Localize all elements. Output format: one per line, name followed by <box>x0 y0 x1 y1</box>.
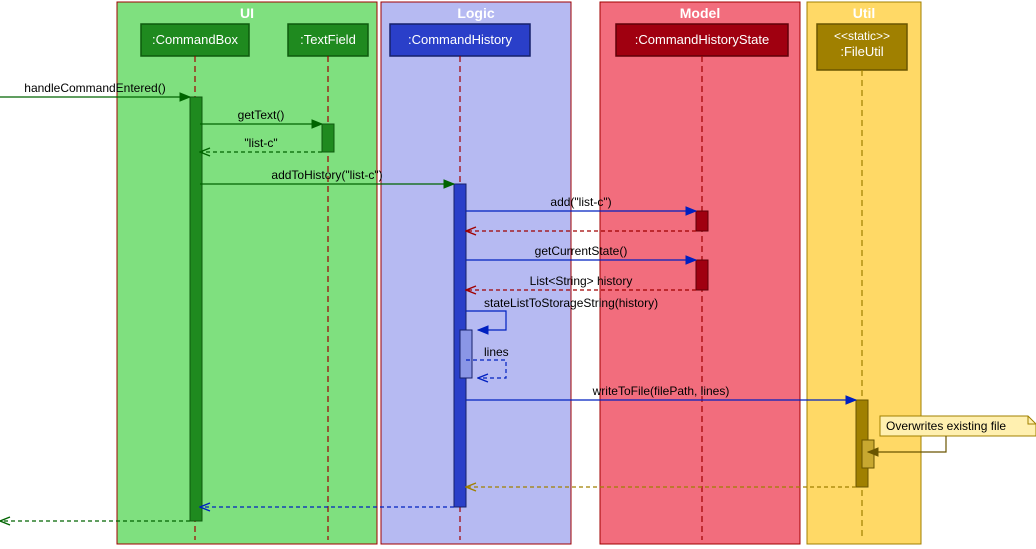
note-text: Overwrites existing file <box>886 419 1006 433</box>
participant-label-fileutil: :FileUtil <box>840 44 883 59</box>
package-title-ui: UI <box>240 5 254 21</box>
activation-commandhistorystate-4 <box>696 211 708 231</box>
message-label-m1: handleCommandEntered() <box>24 81 165 95</box>
activation-fileutil-inner-7 <box>862 440 874 468</box>
selfcall-label-s1: stateListToStorageString(history) <box>484 296 658 310</box>
participant-stereotype-fileutil: <<static>> <box>834 29 890 43</box>
message-label-m5: add("list-c") <box>550 195 611 209</box>
activation-textfield-1 <box>322 124 334 152</box>
participant-label-commandhistory: :CommandHistory <box>408 32 513 47</box>
package-title-util: Util <box>853 5 876 21</box>
participant-label-commandhistorystate: :CommandHistoryState <box>635 32 769 47</box>
participant-label-textfield: :TextField <box>300 32 356 47</box>
activation-commandbox-0 <box>190 97 202 521</box>
activation-commandhistorystate-5 <box>696 260 708 290</box>
message-label-m2: getText() <box>238 108 285 122</box>
message-label-m4: addToHistory("list-c") <box>271 168 382 182</box>
package-title-model: Model <box>680 5 720 21</box>
message-label-m3: "list-c" <box>244 136 277 150</box>
package-title-logic: Logic <box>457 5 495 21</box>
message-label-m8: List<String> history <box>530 274 633 288</box>
participant-label-commandbox: :CommandBox <box>152 32 238 47</box>
message-label-m11: writeToFile(filePath, lines) <box>592 384 730 398</box>
activation-commandhistory-inner-3 <box>460 330 472 378</box>
message-label-m7: getCurrentState() <box>535 244 628 258</box>
sequence-diagram: UI Logic Model Util :CommandBox :TextField :Co… <box>0 0 1036 549</box>
selfcall-label-s2: lines <box>484 345 509 359</box>
package-logic <box>381 2 571 544</box>
